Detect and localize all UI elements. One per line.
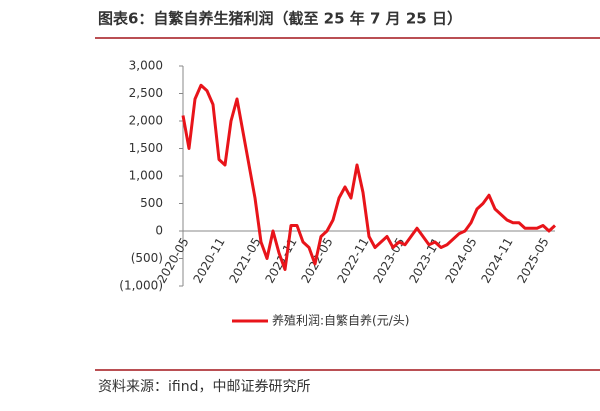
- x-tick-label: 2024-11: [478, 235, 515, 285]
- y-tick-label: 0: [155, 224, 163, 238]
- y-tick-label: (1,000): [119, 279, 163, 293]
- line: [181, 83, 557, 271]
- source: 资料来源：ifind，中邮证券研究所: [98, 379, 310, 395]
- y-tick-label: 2,500: [129, 86, 163, 100]
- y-tick-label: 1,000: [129, 169, 163, 183]
- x-tick-label: 2022-11: [334, 235, 371, 285]
- legend-label: 养殖利润:自繁自养(元/头): [272, 313, 409, 328]
- y-tick-label: 3,000: [129, 59, 163, 73]
- chart-title: 图表6：自繁自养生猪利润（截至 25 年 7 月 25 日）: [98, 10, 462, 28]
- y-tick-label: 1,500: [129, 141, 163, 155]
- x-tick-label: 2021-05: [226, 235, 263, 285]
- y-tick-label: 2,000: [129, 114, 163, 128]
- x-tick-label: 2025-05: [514, 235, 551, 285]
- y-tick-label: (500): [131, 251, 163, 265]
- y-tick-label: 500: [140, 196, 163, 210]
- x-tick-label: 2020-11: [190, 235, 227, 285]
